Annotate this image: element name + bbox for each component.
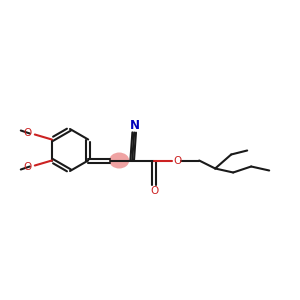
Text: O: O [24, 161, 32, 172]
Ellipse shape [109, 152, 129, 169]
Text: O: O [173, 155, 181, 166]
Text: O: O [24, 128, 32, 139]
Text: O: O [150, 187, 158, 196]
Text: N: N [130, 119, 140, 132]
